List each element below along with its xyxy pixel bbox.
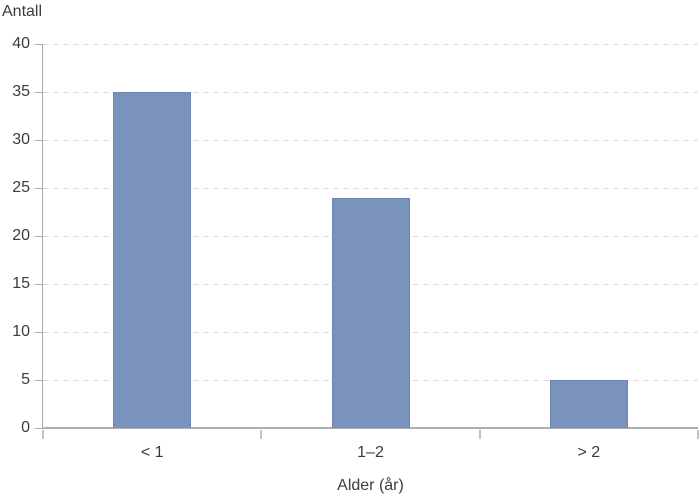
y-axis-tick-label: 25 [12,179,30,196]
y-axis-tick [35,91,43,93]
gridline [43,91,698,93]
x-axis-tick [42,430,44,439]
y-axis-tick [35,187,43,189]
y-axis-tick [35,283,43,285]
x-axis-tick [260,430,263,439]
y-axis-tick-label: 20 [12,227,30,244]
x-axis-category-label: 1–2 [357,444,384,461]
y-axis-tick-label: 10 [12,323,30,340]
gridline [43,43,698,45]
x-axis-title: Alder (år) [337,477,404,494]
y-axis-tick [35,331,43,333]
gridline [43,187,698,189]
x-axis-line [42,427,698,429]
y-axis-tick-label: 15 [12,275,30,292]
y-axis-tick [35,43,43,45]
bar [331,197,410,428]
y-axis-tick [35,139,43,141]
bar [549,380,628,428]
y-axis-tick-label: 40 [12,35,30,52]
y-axis-tick [35,235,43,237]
y-axis-tick-label: 30 [12,131,30,148]
y-axis-tick [35,427,43,429]
y-axis-tick-label: 5 [21,371,30,388]
x-axis-category-label: > 2 [577,444,601,461]
x-axis-tick [697,430,699,439]
y-axis-line [42,44,43,428]
x-axis-tick [478,430,481,439]
y-axis-tick [35,379,43,381]
bar [113,92,192,428]
x-axis-category-label: < 1 [140,444,164,461]
gridline [43,139,698,141]
y-axis-tick-label: 0 [21,419,30,436]
y-axis-title: Antall [2,3,43,20]
y-axis-tick-label: 35 [12,83,30,100]
